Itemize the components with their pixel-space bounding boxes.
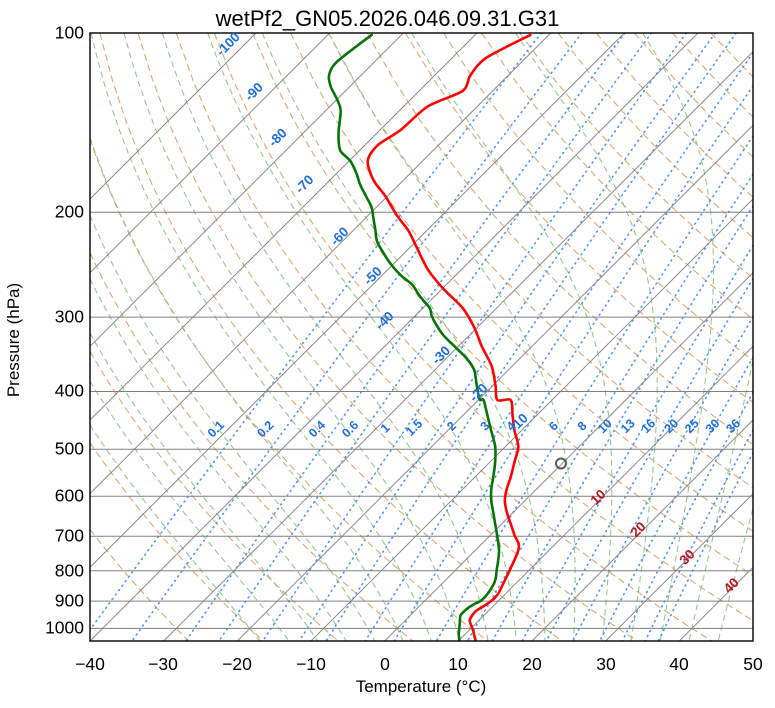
svg-text:6: 6 — [546, 419, 561, 434]
svg-text:-20: -20 — [466, 380, 490, 404]
svg-text:16: 16 — [639, 416, 659, 436]
svg-text:1: 1 — [378, 421, 393, 436]
svg-text:20: 20 — [662, 416, 682, 436]
svg-text:-60: -60 — [327, 224, 351, 248]
svg-text:0.2: 0.2 — [254, 418, 276, 440]
svg-text:-70: -70 — [292, 172, 316, 196]
svg-text:-40: -40 — [372, 308, 396, 332]
svg-text:-100: -100 — [213, 29, 243, 59]
svg-text:-50: -50 — [361, 264, 385, 288]
svg-text:13: 13 — [618, 416, 638, 436]
svg-text:0.1: 0.1 — [205, 418, 227, 440]
svg-text:30: 30 — [677, 547, 698, 568]
svg-text:8: 8 — [575, 419, 590, 434]
svg-text:-80: -80 — [265, 125, 289, 149]
svg-text:10: 10 — [595, 416, 615, 436]
svg-text:0.6: 0.6 — [339, 418, 361, 440]
svg-text:25: 25 — [682, 416, 702, 436]
svg-text:40: 40 — [721, 575, 742, 596]
svg-text:1.5: 1.5 — [403, 417, 425, 439]
svg-text:10: 10 — [588, 487, 609, 508]
svg-text:30: 30 — [703, 416, 723, 436]
svg-text:-30: -30 — [429, 343, 453, 367]
